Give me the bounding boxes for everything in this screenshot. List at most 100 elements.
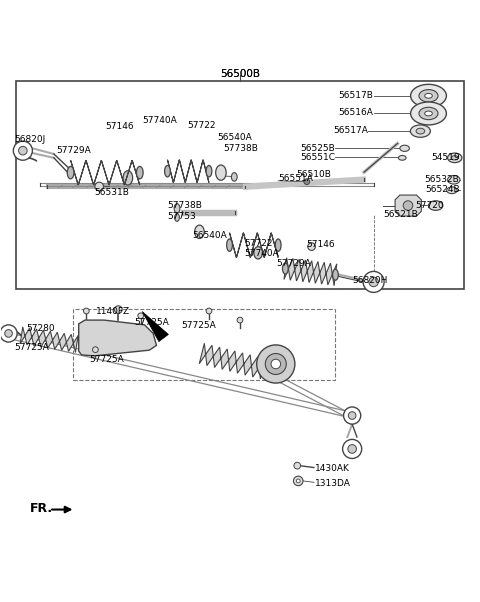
Circle shape — [343, 439, 362, 459]
Ellipse shape — [195, 225, 204, 238]
Polygon shape — [20, 327, 78, 352]
Text: 57753: 57753 — [168, 212, 196, 221]
Circle shape — [294, 462, 300, 469]
Text: 57722: 57722 — [244, 239, 272, 248]
Text: 57280: 57280 — [26, 324, 55, 333]
Text: 56524B: 56524B — [425, 185, 459, 194]
Polygon shape — [71, 160, 140, 185]
Circle shape — [369, 277, 378, 287]
Circle shape — [206, 308, 212, 314]
Ellipse shape — [398, 155, 406, 160]
Ellipse shape — [419, 107, 438, 120]
Text: 1313DA: 1313DA — [315, 479, 351, 488]
Text: 57740A: 57740A — [142, 116, 177, 125]
Ellipse shape — [231, 173, 237, 181]
Ellipse shape — [400, 145, 409, 151]
Text: 56516A: 56516A — [339, 108, 373, 117]
Circle shape — [296, 479, 300, 483]
Polygon shape — [229, 233, 278, 258]
Circle shape — [93, 347, 98, 353]
Text: 57725A: 57725A — [15, 343, 49, 352]
Ellipse shape — [175, 214, 180, 222]
Text: 57725A: 57725A — [90, 355, 124, 364]
Text: 57738B: 57738B — [168, 201, 203, 210]
Circle shape — [237, 317, 243, 323]
Text: 57720: 57720 — [416, 201, 444, 210]
Text: 56500B: 56500B — [220, 69, 260, 79]
Bar — [16, 81, 464, 289]
Text: 57146: 57146 — [306, 240, 335, 249]
Ellipse shape — [416, 128, 425, 134]
Polygon shape — [199, 343, 265, 379]
Text: 56820H: 56820H — [352, 276, 387, 285]
Ellipse shape — [410, 125, 431, 137]
Text: 56510B: 56510B — [296, 170, 331, 179]
Text: 56820J: 56820J — [15, 135, 46, 144]
Text: 56540A: 56540A — [217, 133, 252, 142]
Circle shape — [308, 243, 315, 250]
Ellipse shape — [123, 171, 132, 185]
Circle shape — [257, 345, 295, 383]
Text: 57729A: 57729A — [56, 146, 91, 155]
Circle shape — [363, 272, 384, 293]
Ellipse shape — [282, 263, 288, 274]
Ellipse shape — [254, 247, 263, 259]
Circle shape — [115, 306, 122, 314]
Ellipse shape — [227, 239, 232, 252]
Text: 56551C: 56551C — [300, 154, 336, 163]
Ellipse shape — [67, 166, 74, 179]
Ellipse shape — [216, 165, 226, 180]
Circle shape — [138, 313, 144, 318]
Ellipse shape — [446, 187, 457, 194]
Circle shape — [84, 308, 89, 314]
Ellipse shape — [429, 201, 443, 210]
Text: 57725A: 57725A — [134, 318, 169, 327]
Text: 56517B: 56517B — [339, 92, 373, 101]
Polygon shape — [168, 160, 209, 182]
Ellipse shape — [410, 84, 446, 107]
Ellipse shape — [410, 102, 446, 125]
Circle shape — [95, 182, 104, 191]
Text: FR.: FR. — [30, 502, 53, 515]
Circle shape — [403, 201, 413, 210]
Ellipse shape — [419, 90, 438, 102]
Circle shape — [271, 359, 281, 369]
Ellipse shape — [136, 166, 143, 179]
Bar — [73, 309, 336, 380]
Ellipse shape — [425, 111, 432, 116]
Circle shape — [344, 407, 361, 424]
Text: 57729A: 57729A — [276, 259, 311, 268]
Circle shape — [265, 353, 286, 374]
Polygon shape — [142, 311, 168, 341]
Text: 57725A: 57725A — [182, 321, 216, 330]
Text: 57740A: 57740A — [244, 249, 278, 258]
Circle shape — [19, 146, 27, 155]
Text: 56551A: 56551A — [278, 174, 313, 183]
Circle shape — [5, 330, 12, 337]
Ellipse shape — [174, 203, 180, 213]
Text: 56521B: 56521B — [383, 209, 418, 219]
Text: 56531B: 56531B — [95, 188, 129, 197]
Text: 57738B: 57738B — [223, 144, 258, 153]
Text: 56532B: 56532B — [425, 175, 459, 184]
Ellipse shape — [165, 166, 170, 177]
Circle shape — [348, 412, 356, 420]
Ellipse shape — [206, 166, 212, 177]
Polygon shape — [79, 320, 156, 356]
Text: 1140FZ: 1140FZ — [96, 307, 130, 316]
Circle shape — [304, 179, 310, 185]
Text: 54519: 54519 — [431, 154, 459, 163]
Text: 56517A: 56517A — [333, 126, 368, 135]
Ellipse shape — [425, 93, 432, 98]
Ellipse shape — [447, 153, 462, 163]
Text: 56540A: 56540A — [192, 231, 227, 240]
Text: 1430AK: 1430AK — [315, 465, 350, 474]
Polygon shape — [284, 258, 337, 285]
Ellipse shape — [451, 156, 458, 160]
Polygon shape — [395, 195, 421, 216]
Circle shape — [0, 325, 17, 342]
Ellipse shape — [276, 239, 281, 252]
Circle shape — [293, 476, 303, 486]
Text: 57722: 57722 — [188, 121, 216, 130]
Ellipse shape — [333, 269, 338, 281]
